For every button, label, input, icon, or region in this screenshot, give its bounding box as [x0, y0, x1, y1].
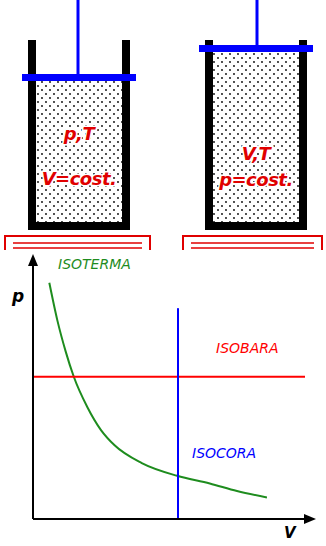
svg-text:p,T: p,T [63, 123, 97, 144]
svg-text:V,T: V,T [242, 143, 273, 164]
html-text:ISOBARA: ISOBARA [216, 340, 279, 356]
svg-text:V=cost.: V=cost. [42, 168, 117, 189]
html-text:p: p [12, 286, 25, 306]
html-text:ISOTERMA: ISOTERMA [58, 256, 131, 272]
html-text:V: V [284, 524, 296, 542]
html-text:ISOCORA: ISOCORA [192, 445, 257, 461]
svg-text:p=cost.: p=cost. [218, 169, 293, 190]
